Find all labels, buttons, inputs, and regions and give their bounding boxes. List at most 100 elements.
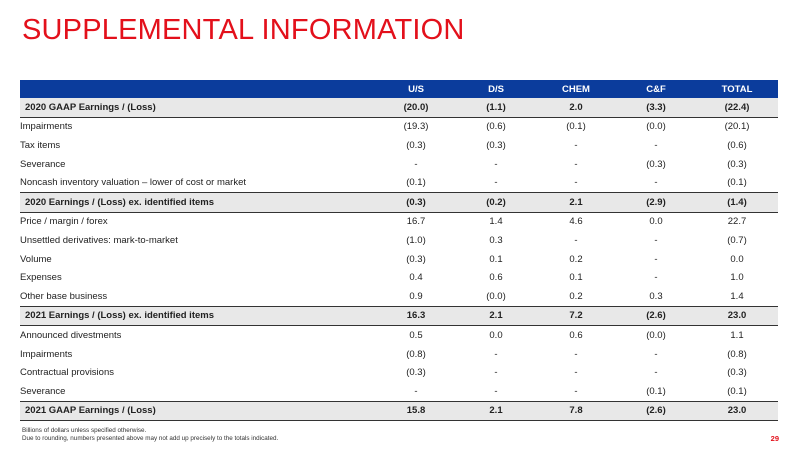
row-label: Other base business [20, 290, 108, 302]
cell-value: (0.2) [456, 191, 536, 213]
row-label: Tax items [20, 139, 61, 151]
cell-value: 16.7 [406, 216, 426, 228]
cell-value: (0.3) [406, 253, 426, 265]
table-row: Tax items (0.3) (0.3) - - (0.6) [20, 136, 778, 155]
column-header-label [20, 80, 376, 98]
cell-value: (0.1) [566, 121, 586, 133]
cell-value: - [414, 158, 418, 170]
cell-value: 2.1 [536, 191, 616, 213]
cell-value: (1.4) [696, 191, 778, 213]
table-row: Expenses 0.4 0.6 0.1 - 1.0 [20, 268, 778, 287]
table-row: Volume (0.3) 0.1 0.2 - 0.0 [20, 250, 778, 269]
cell-value: 7.2 [536, 305, 616, 327]
cell-value: 7.8 [536, 400, 616, 422]
table-row: Other base business 0.9 (0.0) 0.2 0.3 1.4 [20, 287, 778, 306]
row-label: Price / margin / forex [20, 216, 108, 228]
cell-value: (0.3) [727, 158, 747, 170]
cell-value: 0.0 [730, 253, 744, 265]
cell-value: 0.1 [489, 253, 503, 265]
table-row: Unsettled derivatives: mark-to-market (1.… [20, 231, 778, 250]
cell-value: - [574, 177, 578, 189]
column-header-chem: CHEM [536, 80, 616, 98]
cell-value: 23.0 [696, 400, 778, 422]
cell-value: 22.7 [727, 216, 747, 228]
row-label: Announced divestments [20, 329, 122, 341]
column-header-ds: D/S [456, 80, 536, 98]
row-label: Expenses [20, 272, 62, 284]
cell-value: - [654, 348, 658, 360]
cell-value: (0.3) [486, 139, 506, 151]
cell-value: - [494, 385, 498, 397]
cell-value: (0.3) [406, 139, 426, 151]
cell-value: (0.1) [646, 385, 666, 397]
row-label: Volume [20, 253, 52, 265]
supplemental-table: U/S D/S CHEM C&F TOTAL 2020 GAAP Earning… [20, 80, 778, 422]
column-header-us: U/S [376, 80, 456, 98]
page-title: SUPPLEMENTAL INFORMATION [22, 14, 465, 46]
cell-value: 0.5 [409, 329, 423, 341]
table-body: 2020 GAAP Earnings / (Loss) (20.0) (1.1) 2.… [20, 98, 778, 422]
cell-value: (0.8) [727, 348, 747, 360]
cell-value: (2.9) [616, 191, 696, 213]
table-row: Price / margin / forex 16.7 1.4 4.6 0.0 22.7 [20, 212, 778, 231]
table-row: Contractual provisions (0.3) - - - (0.3) [20, 363, 778, 382]
cell-value: (1.0) [406, 234, 426, 246]
row-label: Noncash inventory valuation – lower of c… [20, 177, 246, 189]
table-row: Announced divestments 0.5 0.0 0.6 (0.0) 1.1 [20, 326, 778, 345]
row-label: Impairments [20, 121, 73, 133]
cell-value: 15.8 [376, 400, 456, 422]
cell-value: - [494, 348, 498, 360]
cell-value: 0.1 [569, 272, 583, 284]
cell-value: (0.0) [646, 329, 666, 341]
table-row: Noncash inventory valuation – lower of c… [20, 173, 778, 192]
cell-value: (0.0) [646, 121, 666, 133]
cell-value: (0.1) [406, 177, 426, 189]
column-header-total: TOTAL [696, 80, 778, 98]
cell-value: - [494, 158, 498, 170]
cell-value: (20.1) [724, 121, 750, 133]
cell-value: 0.4 [409, 272, 423, 284]
row-label: 2021 GAAP Earnings / (Loss) [20, 400, 376, 422]
cell-value: (0.1) [727, 177, 747, 189]
table-total-row: 2020 Earnings / (Loss) ex. identified it… [20, 191, 778, 213]
cell-value: 0.3 [649, 290, 663, 302]
cell-value: 0.6 [569, 329, 583, 341]
cell-value: - [574, 234, 578, 246]
cell-value: 16.3 [376, 305, 456, 327]
cell-value: 1.4 [489, 216, 503, 228]
cell-value: - [654, 253, 658, 265]
cell-value: (0.1) [727, 385, 747, 397]
footnote-units: Billions of dollars unless specified oth… [22, 427, 147, 434]
cell-value: 0.2 [569, 253, 583, 265]
cell-value: - [414, 385, 418, 397]
cell-value: 2.1 [456, 400, 536, 422]
cell-value: (0.8) [406, 348, 426, 360]
cell-value: (0.7) [727, 234, 747, 246]
row-label: 2020 Earnings / (Loss) ex. identified it… [20, 191, 376, 213]
cell-value: 0.2 [569, 290, 583, 302]
cell-value: 1.0 [730, 272, 744, 284]
row-label: Severance [20, 158, 66, 170]
row-label: 2021 Earnings / (Loss) ex. identified it… [20, 305, 376, 327]
cell-value: (20.0) [376, 98, 456, 118]
cell-value: - [654, 272, 658, 284]
cell-value: (0.3) [646, 158, 666, 170]
cell-value: - [654, 139, 658, 151]
cell-value: 0.0 [649, 216, 663, 228]
cell-value: (19.3) [403, 121, 429, 133]
cell-value: 1.1 [730, 329, 744, 341]
table-total-row: 2021 Earnings / (Loss) ex. identified it… [20, 305, 778, 327]
table-header-row: U/S D/S CHEM C&F TOTAL [20, 80, 778, 98]
cell-value: 0.3 [489, 234, 503, 246]
cell-value: (0.0) [486, 290, 506, 302]
table-row: Impairments (0.8) - - - (0.8) [20, 345, 778, 364]
cell-value: 2.0 [536, 98, 616, 118]
table-total-row: 2020 GAAP Earnings / (Loss) (20.0) (1.1) 2.… [20, 98, 778, 118]
cell-value: 0.0 [489, 329, 503, 341]
cell-value: - [494, 367, 498, 379]
cell-value: 0.6 [489, 272, 503, 284]
cell-value: - [654, 177, 658, 189]
cell-value: - [574, 348, 578, 360]
cell-value: (2.6) [616, 305, 696, 327]
cell-value: (22.4) [696, 98, 778, 118]
